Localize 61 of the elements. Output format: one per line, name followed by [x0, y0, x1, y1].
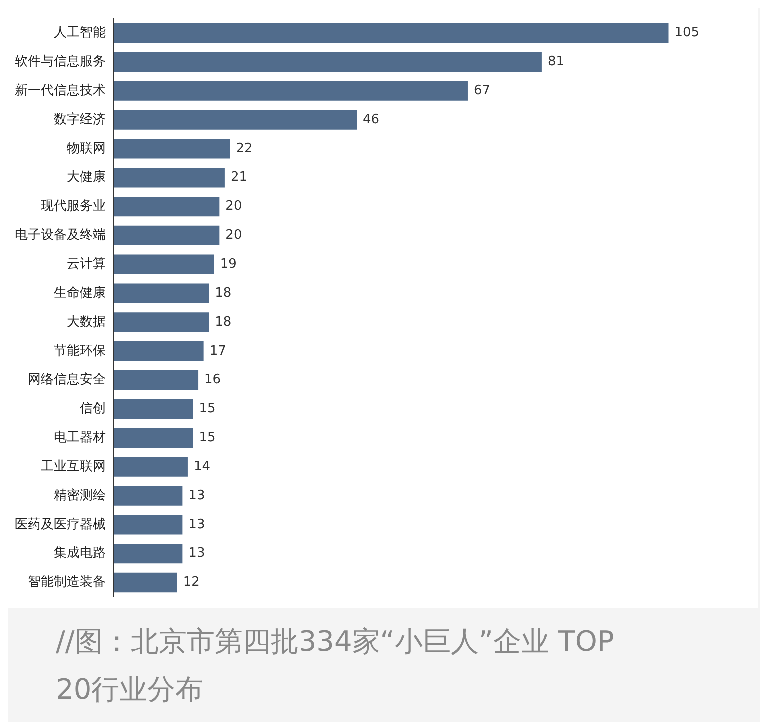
bar: [114, 168, 225, 188]
bar: [114, 486, 183, 506]
y-tick-label: 物联网: [67, 141, 106, 156]
data-label: 15: [199, 430, 216, 446]
y-tick-label: 精密测绘: [54, 488, 106, 504]
data-label: 20: [226, 199, 242, 214]
bar: [114, 226, 220, 246]
data-label: 13: [188, 517, 206, 532]
data-label: 19: [220, 256, 237, 272]
bar: [114, 81, 468, 101]
y-tick-label: 节能环保: [54, 344, 106, 359]
bar: [114, 544, 183, 564]
data-label: 81: [548, 54, 564, 70]
y-tick-label: 现代服务业: [41, 199, 106, 214]
y-tick-label: 云计算: [67, 256, 106, 272]
y-tick-label: 电子设备及终端: [15, 228, 106, 244]
bar: [114, 399, 194, 420]
data-label: 46: [363, 112, 380, 128]
data-label: 15: [199, 402, 216, 417]
data-label: 12: [183, 575, 200, 590]
y-tick-label: 大数据: [67, 314, 106, 330]
data-label: 18: [215, 286, 232, 301]
bar: [114, 312, 210, 332]
bar: [114, 254, 214, 274]
data-label: 13: [188, 546, 206, 562]
bar: [114, 428, 194, 448]
bar: [114, 23, 669, 44]
y-tick-label: 网络信息安全: [28, 372, 106, 388]
y-tick-label: 医药及医疗器械: [15, 517, 106, 532]
y-tick-label: 集成电路: [54, 546, 106, 562]
y-tick-label: 工业互联网: [41, 459, 106, 474]
y-tick-label: 数字经济: [54, 111, 106, 128]
bar: [114, 139, 230, 159]
bar: [114, 457, 188, 477]
bar: [114, 370, 199, 390]
bar: [114, 515, 183, 535]
y-tick-label: 智能制造装备: [28, 575, 106, 590]
y-tick-label: 信创: [80, 402, 106, 417]
y-tick-label: 电工器材: [54, 430, 106, 446]
text: //图：北京市第四批334家“小巨人”企业 TOP 20行业分布: [55, 624, 616, 708]
data-label: 22: [236, 141, 253, 156]
y-tick-label: 新一代信息技术: [15, 83, 106, 98]
data-label: 105: [674, 26, 700, 41]
bar: [114, 110, 358, 130]
bar: [114, 52, 542, 72]
bar: [114, 342, 204, 362]
data-label: 18: [215, 314, 232, 330]
bar: [114, 196, 220, 217]
bar: [114, 572, 178, 593]
y-tick-label: 人工智能: [54, 26, 106, 41]
data-label: 14: [194, 459, 211, 474]
y-tick-label: 软件与信息服务: [15, 54, 106, 70]
bar: [114, 284, 210, 304]
data-label: 20: [226, 228, 242, 244]
data-label: 17: [210, 344, 226, 359]
data-label: 13: [188, 488, 206, 504]
y-tick-label: 生命健康: [54, 286, 106, 301]
data-label: 21: [230, 170, 248, 186]
y-tick-label: 大健康: [67, 170, 106, 186]
data-label: 67: [474, 83, 491, 98]
data-label: 16: [204, 372, 222, 388]
